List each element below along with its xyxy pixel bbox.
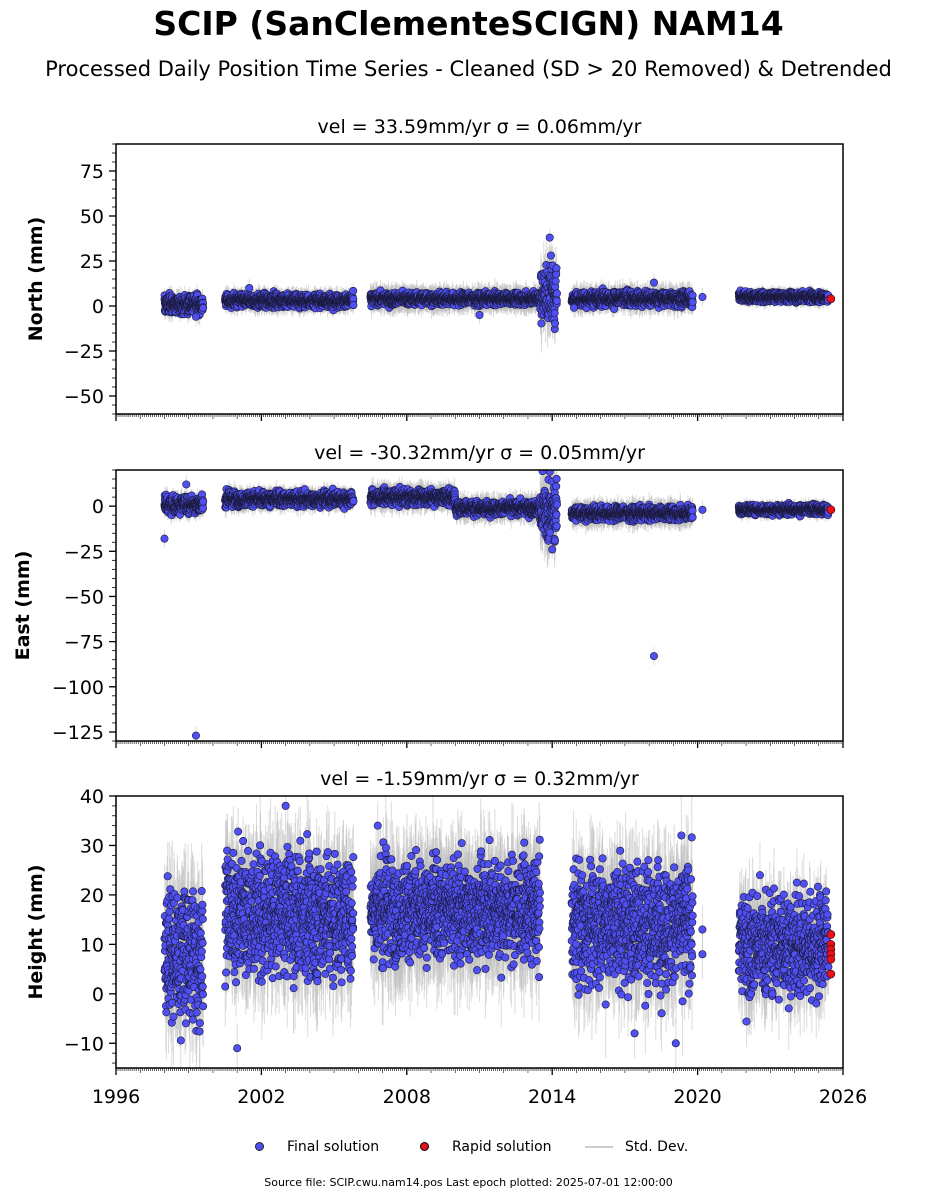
figure-title: SCIP (SanClementeSCIGN) NAM14 [0,4,937,43]
figure-subtitle: Processed Daily Position Time Series - C… [0,57,937,81]
north-data [160,228,836,353]
north-panel-title: vel = 33.59mm/yr σ = 0.06mm/yr [318,116,642,138]
north-ylabel: North (mm) [25,217,47,342]
north-panel: vel = 33.59mm/yr σ = 0.06mm/yr North (mm)… [25,116,844,421]
final-solution-point [199,303,208,312]
time-series-charts: vel = 33.59mm/yr σ = 0.06mm/yr North (mm)… [12,116,867,1108]
